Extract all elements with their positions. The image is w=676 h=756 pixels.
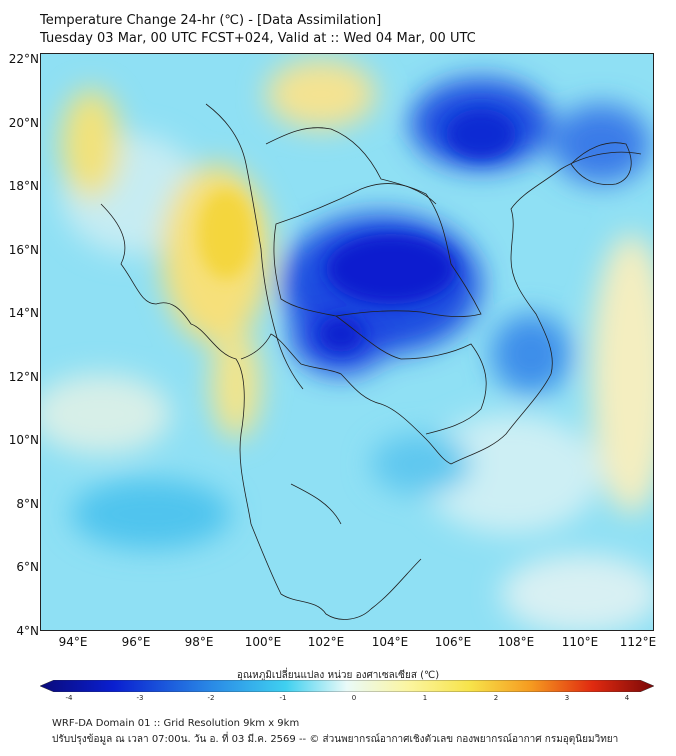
lat-label: 18°N [8, 179, 39, 193]
footer-domain-info: WRF-DA Domain 01 :: Grid Resolution 9km … [52, 718, 300, 729]
colorbar-ramp [40, 680, 654, 692]
colorbar-tick: 1 [422, 694, 428, 702]
colorbar-tick: -2 [207, 694, 215, 702]
lon-label: 102°E [307, 635, 345, 649]
lon-label: 106°E [434, 635, 472, 649]
coastlines-and-borders [100, 103, 642, 620]
map-title: Temperature Change 24-hr (℃) - [Data Ass… [40, 13, 382, 28]
lon-label: 110°E [561, 635, 599, 649]
lat-label: 14°N [8, 306, 39, 320]
west-coastline [100, 203, 372, 620]
colorbar-tick: -4 [65, 694, 73, 702]
vietnam-coastline [450, 151, 642, 465]
northeast-thailand-border [273, 183, 482, 318]
map-subtitle: Tuesday 03 Mar, 00 UTC FCST+024, Valid a… [40, 31, 476, 46]
lat-label: 12°N [8, 370, 39, 384]
colorbar [40, 680, 654, 692]
hainan-island [570, 142, 632, 186]
colorbar-tick: -1 [279, 694, 287, 702]
lat-label: 8°N [16, 497, 39, 511]
colorbar-tick: 2 [493, 694, 499, 702]
laos-border [265, 127, 437, 205]
footer-credits: ปรับปรุงข้อมูล ณ เวลา 07:00น. วัน อ. ที่… [52, 734, 619, 745]
lat-label: 6°N [16, 560, 39, 574]
colorbar-tick: 0 [351, 694, 357, 702]
temperature-change-map[interactable] [40, 53, 654, 631]
myanmar-thailand-border [205, 103, 304, 390]
colorbar-title: อุณหภูมิเปลี่ยนแปลง หน่วย องศาเซลเซียส (… [236, 670, 440, 681]
lon-label: 104°E [371, 635, 409, 649]
malaysia-border [290, 483, 422, 610]
lat-label: 16°N [8, 243, 39, 257]
lat-label: 22°N [8, 52, 39, 66]
map-canvas [41, 54, 653, 630]
lat-label: 4°N [16, 624, 39, 638]
lat-label: 20°N [8, 116, 39, 130]
colorbar-tick: 3 [564, 694, 570, 702]
lon-label: 94°E [58, 635, 88, 649]
colorbar-tick: -3 [136, 694, 144, 702]
lat-label: 10°N [8, 433, 39, 447]
lon-label: 108°E [497, 635, 535, 649]
field-cores [198, 109, 516, 352]
lon-label: 100°E [244, 635, 282, 649]
colorbar-tick: 4 [624, 694, 630, 702]
gulf-of-thailand-coast [240, 333, 452, 465]
lon-label: 96°E [121, 635, 151, 649]
lon-label: 112°E [619, 635, 657, 649]
lon-label: 98°E [184, 635, 214, 649]
map-title-block: Temperature Change 24-hr (℃) - [Data Ass… [40, 12, 476, 48]
cambodia-border [335, 315, 487, 435]
